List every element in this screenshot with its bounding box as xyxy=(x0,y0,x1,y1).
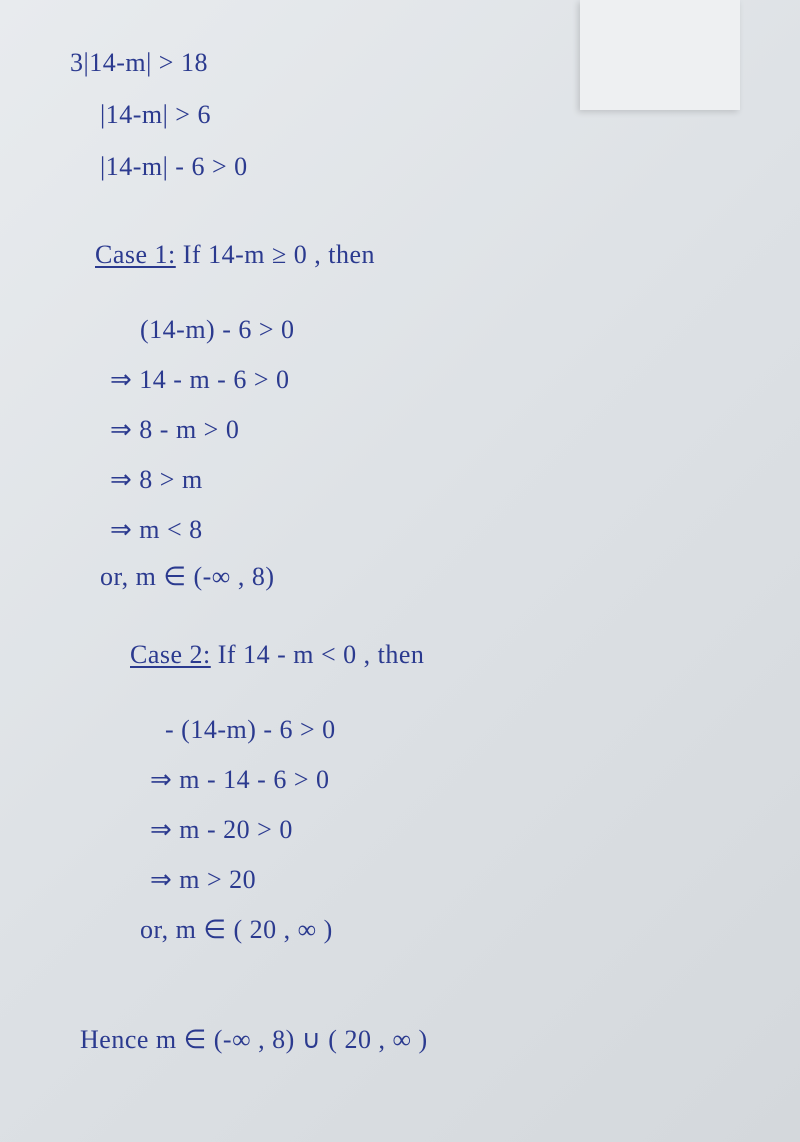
case2-step-d: ⇒ m > 20 xyxy=(150,865,256,895)
case1-label: Case 1: xyxy=(95,240,176,269)
case2-heading: Case 2: If 14 - m < 0 , then xyxy=(130,640,424,670)
case1-result: or, m ∈ (-∞ , 8) xyxy=(100,562,275,592)
case1-step-c: ⇒ 8 - m > 0 xyxy=(110,415,239,445)
eq-line-2: |14-m| > 6 xyxy=(100,100,211,130)
case1-step-e: ⇒ m < 8 xyxy=(110,515,203,545)
case2-step-c: ⇒ m - 20 > 0 xyxy=(150,815,293,845)
eq-line-3: |14-m| - 6 > 0 xyxy=(100,152,248,182)
corner-fold xyxy=(580,0,740,110)
case2-result: or, m ∈ ( 20 , ∞ ) xyxy=(140,915,333,945)
case2-label: Case 2: xyxy=(130,640,211,669)
case1-heading: Case 1: If 14-m ≥ 0 , then xyxy=(95,240,375,270)
case2-step-a: - (14-m) - 6 > 0 xyxy=(165,715,336,745)
case1-step-d: ⇒ 8 > m xyxy=(110,465,203,495)
case1-step-a: (14-m) - 6 > 0 xyxy=(140,315,295,345)
case2-step-b: ⇒ m - 14 - 6 > 0 xyxy=(150,765,330,795)
case1-step-b: ⇒ 14 - m - 6 > 0 xyxy=(110,365,290,395)
case2-condition: If 14 - m < 0 , then xyxy=(211,640,425,669)
eq-line-1: 3|14-m| > 18 xyxy=(70,48,208,78)
case1-condition: If 14-m ≥ 0 , then xyxy=(176,240,375,269)
final-answer: Hence m ∈ (-∞ , 8) ∪ ( 20 , ∞ ) xyxy=(80,1025,428,1055)
paper-background: 3|14-m| > 18 |14-m| > 6 |14-m| - 6 > 0 C… xyxy=(0,0,800,1142)
